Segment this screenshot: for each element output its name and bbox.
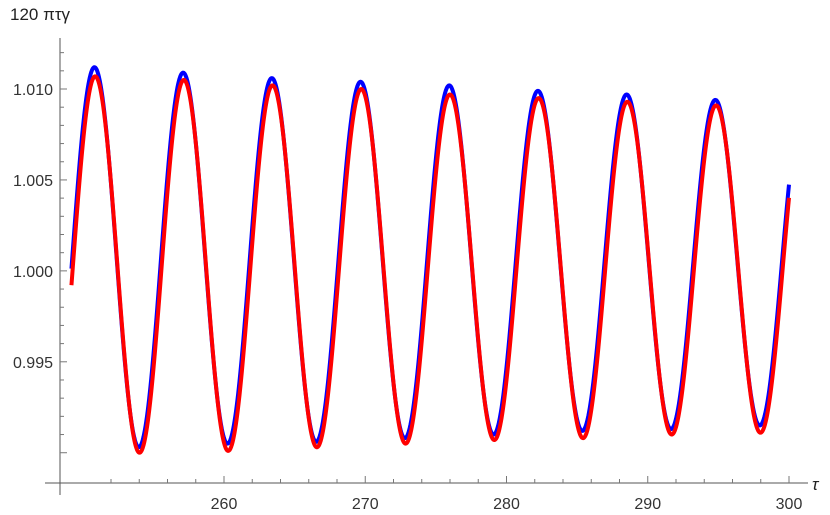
y-tick-label: 1.000 xyxy=(13,264,53,281)
y-tick-label: 1.005 xyxy=(13,173,53,190)
series-layer xyxy=(69,65,791,455)
axes: 0.995 1.000 1.005 1.010 260 270 280 290 300 xyxy=(13,38,808,513)
y-tick-label: 1.010 xyxy=(13,82,53,99)
x-tick-label: 260 xyxy=(211,496,238,513)
x-tick-label: 300 xyxy=(776,496,803,513)
x-tick-label: 270 xyxy=(352,496,379,513)
x-axis-label: τ xyxy=(812,475,820,494)
x-tick-label: 290 xyxy=(634,496,661,513)
series-line-2 xyxy=(69,74,791,455)
y-axis-label: 120 πτγ xyxy=(10,5,71,24)
y-tick-label: 0.995 xyxy=(13,355,53,372)
x-tick-label: 280 xyxy=(493,496,520,513)
